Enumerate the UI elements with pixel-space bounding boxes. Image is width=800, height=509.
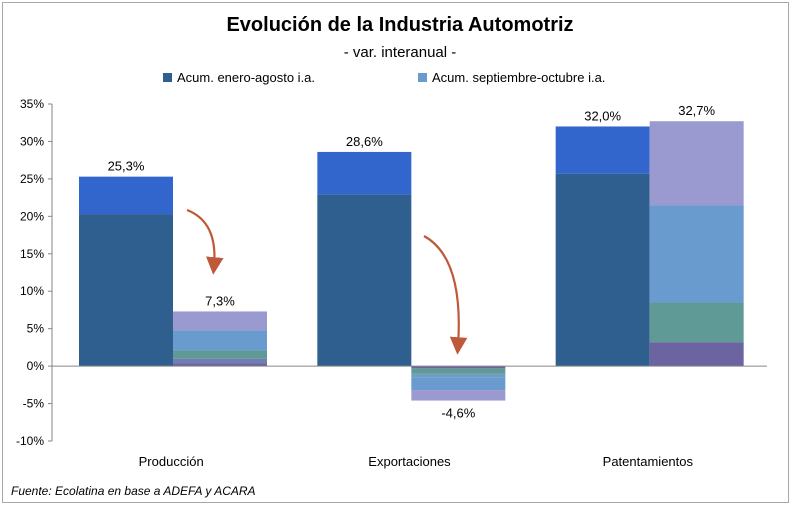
category-label: Producción: [139, 454, 204, 469]
bar-septiembre-octubre-1-2: [411, 373, 506, 378]
y-tick-label: 15%: [20, 247, 44, 261]
bar-septiembre-octubre-1-1: [411, 368, 506, 374]
legend-swatch-enero-agosto: [163, 73, 172, 82]
data-label-septiembre-octubre: -4,6%: [441, 406, 475, 421]
legend-swatch-septiembre-octubre: [418, 73, 427, 82]
bar-septiembre-octubre-1-3: [411, 377, 506, 391]
bar-enero-agosto-1: [317, 194, 412, 367]
bar-septiembre-octubre-2-3: [649, 121, 744, 206]
legend-item-septiembre-octubre: Acum. septiembre-octubre i.a.: [418, 70, 605, 85]
bar-septiembre-octubre-2-2: [649, 205, 744, 303]
arrow-exportaciones: [423, 235, 468, 355]
y-tick-label: -5%: [23, 397, 45, 411]
bar-septiembre-octubre-0-0: [173, 363, 267, 367]
y-tick-label: -10%: [16, 434, 44, 448]
data-label-enero-agosto: 28,6%: [346, 134, 383, 149]
bar-enero-agosto-2: [555, 173, 650, 367]
bar-septiembre-octubre-0-1: [173, 358, 267, 364]
bar-septiembre-octubre-1-0: [411, 366, 506, 369]
bar-septiembre-octubre-2-1: [649, 302, 744, 343]
chart-title: Evolución de la Industria Automotriz: [226, 14, 574, 36]
legend-item-enero-agosto: Acum. enero-agosto i.a.: [163, 70, 315, 85]
legend-label-septiembre-octubre: Acum. septiembre-octubre i.a.: [432, 70, 606, 85]
y-tick-label: 25%: [20, 172, 44, 186]
y-tick-label: 30%: [20, 134, 44, 148]
category-label: Exportaciones: [368, 454, 451, 469]
data-label-septiembre-octubre: 32,7%: [678, 103, 715, 118]
bar-septiembre-octubre-2-0: [649, 342, 744, 367]
data-label-enero-agosto: 32,0%: [584, 108, 621, 123]
chart-subtitle: - var. interanual -: [343, 44, 457, 61]
category-label: Patentamientos: [603, 454, 694, 469]
bar-enero-agosto-0: [79, 214, 173, 367]
legend-label-enero-agosto: Acum. enero-agosto i.a.: [177, 70, 316, 85]
bar-septiembre-octubre-0-3: [173, 330, 267, 351]
y-tick-label: 20%: [20, 209, 44, 223]
legend: Acum. enero-agosto i.a. Acum. septiembre…: [0, 70, 800, 88]
data-label-septiembre-octubre: 7,3%: [205, 293, 235, 308]
arrow-produccion: [186, 208, 224, 275]
y-tick-label: 10%: [20, 284, 44, 298]
data-label-enero-agosto: 25,3%: [108, 159, 145, 174]
y-tick-label: 35%: [20, 97, 44, 111]
y-tick-label: 5%: [27, 322, 45, 336]
bar-enero-agosto-top-1: [317, 151, 412, 195]
bar-septiembre-octubre-0-4: [173, 311, 267, 331]
bar-septiembre-octubre-1-4: [411, 390, 506, 401]
source-note: Fuente: Ecolatina en base a ADEFA y ACAR…: [11, 484, 256, 498]
bar-enero-agosto-top-2: [555, 126, 650, 174]
bar-enero-agosto-top-0: [79, 176, 173, 215]
bar-septiembre-octubre-0-2: [173, 350, 267, 359]
y-tick-label: 0%: [27, 359, 45, 373]
